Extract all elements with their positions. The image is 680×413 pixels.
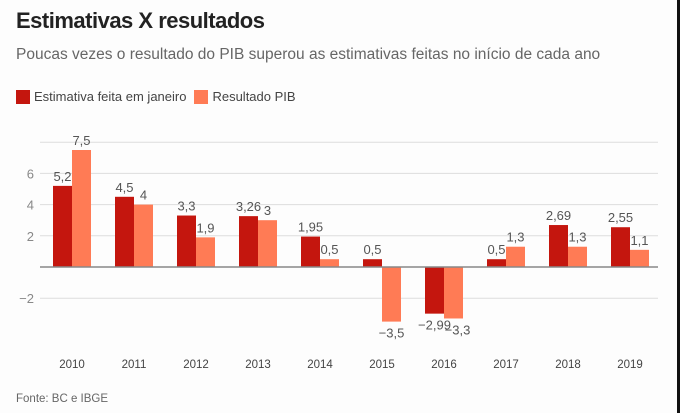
bar-estimate	[487, 259, 506, 267]
bar-result	[134, 204, 153, 267]
data-label: 3,26	[236, 199, 261, 214]
y-tick-label: −2	[19, 291, 34, 306]
bar-estimate	[549, 225, 568, 267]
legend-swatch-result	[194, 89, 209, 104]
data-label: 0,5	[320, 242, 338, 257]
bar-result	[568, 246, 587, 267]
bar-result	[258, 220, 277, 267]
data-label: 1,9	[196, 220, 214, 235]
x-tick-label: 2010	[59, 359, 85, 371]
legend-item-result: Resultado PIB	[194, 89, 296, 104]
x-tick-label: 2013	[245, 359, 271, 371]
y-tick-label: 6	[27, 166, 34, 181]
data-label: 2,55	[608, 210, 633, 225]
bar-estimate	[611, 227, 630, 267]
legend-item-estimate: Estimativa feita em janeiro	[16, 89, 186, 104]
bar-estimate	[115, 196, 134, 267]
data-label: 3	[264, 203, 271, 218]
x-tick-label: 2015	[369, 359, 395, 371]
bar-result	[630, 249, 649, 267]
data-label: −3,3	[445, 322, 471, 337]
bar-result	[444, 267, 463, 319]
y-tick-label: 2	[27, 229, 34, 244]
x-tick-label: 2019	[617, 359, 643, 371]
x-tick-label: 2011	[122, 359, 147, 371]
x-tick-label: 2017	[493, 359, 519, 371]
x-tick-label: 2012	[183, 359, 209, 371]
data-label: 1,1	[630, 233, 648, 248]
data-label: 2,69	[546, 208, 571, 223]
bar-result	[196, 237, 215, 267]
bar-estimate	[53, 185, 72, 267]
chart-title: Estimativas X resultados	[16, 8, 265, 33]
bar-estimate	[239, 216, 258, 267]
data-label: 0,5	[487, 242, 505, 257]
bar-estimate	[301, 236, 320, 267]
bar-result	[72, 150, 91, 267]
legend-label-estimate: Estimativa feita em janeiro	[34, 89, 187, 104]
bar-estimate	[177, 215, 196, 267]
data-label: 0,5	[363, 242, 381, 257]
x-tick-label: 2014	[307, 359, 333, 371]
legend-swatch-estimate	[16, 89, 30, 104]
data-label: 4,5	[115, 180, 133, 195]
x-tick-label: 2016	[431, 359, 457, 371]
source-note: Fonte: BC e IBGE	[16, 393, 109, 405]
bar-estimate	[425, 267, 444, 314]
bar-result	[382, 267, 401, 322]
chart-subtitle: Poucas vezes o resultado do PIB superou …	[16, 46, 601, 63]
data-label: 3,3	[177, 199, 195, 214]
data-label: 4	[140, 188, 147, 203]
data-label: −2,99	[418, 318, 451, 333]
bar-result	[320, 259, 339, 267]
data-label: 1,3	[506, 230, 524, 245]
right-border	[677, 0, 680, 413]
data-label: 7,5	[72, 133, 90, 148]
legend: Estimativa feita em janeiro Resultado PI…	[16, 89, 304, 104]
data-label: 1,95	[298, 220, 323, 235]
data-label: 1,3	[568, 230, 586, 245]
legend-label-result: Resultado PIB	[212, 89, 296, 104]
x-tick-label: 2018	[555, 359, 581, 371]
data-label: 5,2	[53, 169, 71, 184]
bar-estimate	[363, 259, 382, 267]
y-tick-label: 4	[27, 198, 34, 213]
bar-result	[506, 246, 525, 267]
data-label: −3,5	[379, 326, 405, 341]
